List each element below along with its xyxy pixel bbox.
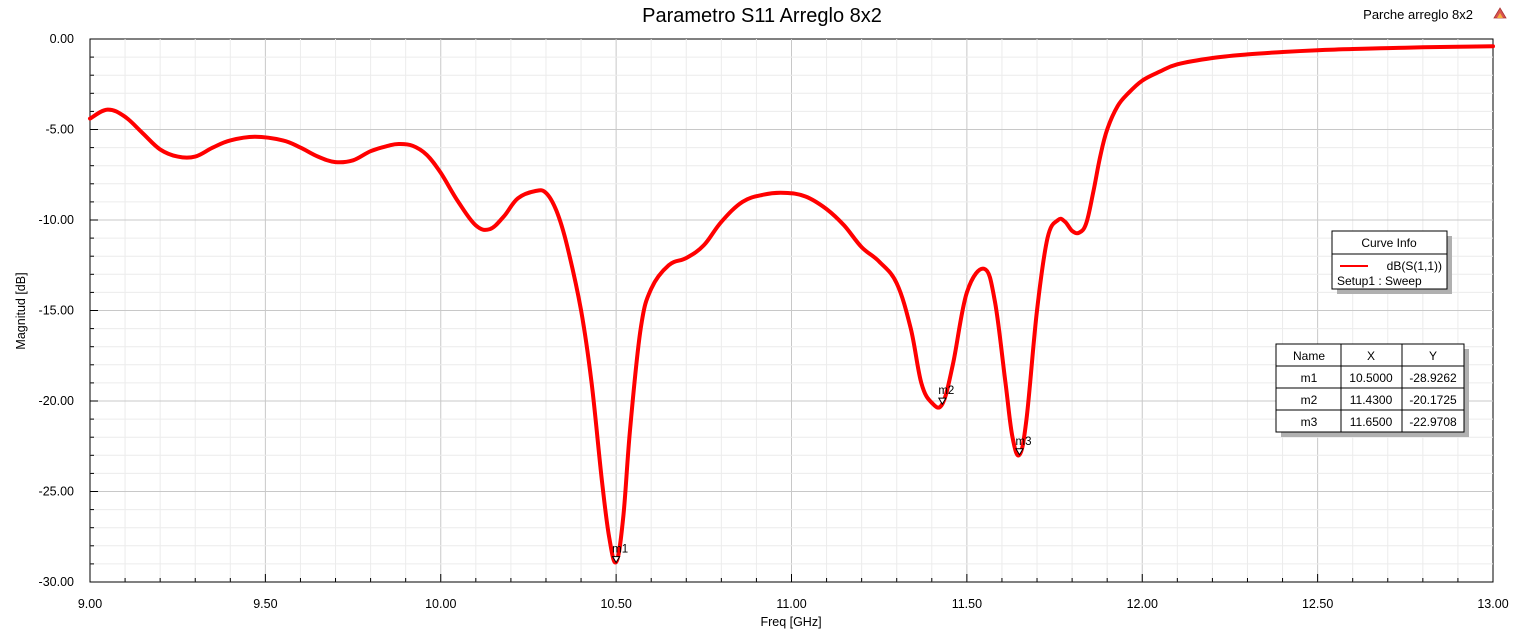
x-tick-label: 11.50 bbox=[952, 597, 982, 611]
marker-point[interactable] bbox=[611, 556, 621, 564]
x-tick-label: 9.50 bbox=[253, 597, 277, 611]
marker-point[interactable] bbox=[937, 397, 947, 406]
report-icon[interactable] bbox=[1493, 7, 1507, 19]
marker-point[interactable] bbox=[1015, 448, 1024, 456]
curve-info-header: Curve Info bbox=[1361, 236, 1417, 250]
table-cell: 10.5000 bbox=[1349, 371, 1393, 385]
table-cell: -22.9708 bbox=[1409, 415, 1457, 429]
markers-layer: m1 m2 m3 bbox=[611, 385, 1031, 564]
x-tick-label: 10.00 bbox=[425, 597, 456, 611]
y-tick-label: -5.00 bbox=[46, 123, 75, 137]
x-axis-label: Freq [GHz] bbox=[760, 615, 821, 629]
x-tick-label: 12.50 bbox=[1302, 597, 1333, 611]
curve-layer bbox=[88, 44, 1495, 565]
marker-label: m1 bbox=[612, 544, 628, 556]
table-cell: -28.9262 bbox=[1409, 371, 1457, 385]
y-tick-label: -10.00 bbox=[39, 213, 74, 227]
table-header-y: Y bbox=[1429, 349, 1437, 363]
x-tick-label: 9.00 bbox=[78, 597, 102, 611]
axis-ticks: 9.00 9.50 10.00 10.50 11.00 11.50 12.00 12.50 13… bbox=[39, 32, 1509, 611]
y-tick-label: -15.00 bbox=[39, 304, 74, 318]
table-cell: m3 bbox=[1301, 415, 1318, 429]
table-header-x: X bbox=[1367, 349, 1375, 363]
y-tick-label: -30.00 bbox=[39, 575, 74, 589]
y-axis-label: Magnitud [dB] bbox=[14, 272, 28, 349]
y-tick-label: -25.00 bbox=[39, 485, 74, 499]
table-cell: 11.4300 bbox=[1350, 393, 1393, 407]
chart-title: Parametro S11 Arreglo 8x2 bbox=[642, 5, 882, 27]
y-tick-label: 0.00 bbox=[50, 32, 74, 46]
marker-label: m3 bbox=[1015, 436, 1031, 448]
x-tick-label: 12.00 bbox=[1127, 597, 1158, 611]
series-line bbox=[88, 44, 1495, 565]
table-cell: m1 bbox=[1301, 371, 1318, 385]
x-tick-label: 10.50 bbox=[600, 597, 631, 611]
report-label: Parche arreglo 8x2 bbox=[1363, 7, 1473, 22]
table-cell: m2 bbox=[1301, 393, 1318, 407]
table-cell: -20.1725 bbox=[1409, 393, 1457, 407]
table-cell: 11.6500 bbox=[1350, 415, 1393, 429]
legend-setup: Setup1 : Sweep bbox=[1337, 274, 1422, 288]
y-tick-label: -20.00 bbox=[39, 394, 74, 408]
curve-info-box[interactable]: Curve Info dB(S(1,1)) Setup1 : Sweep bbox=[1331, 230, 1452, 294]
legend-entry: dB(S(1,1)) bbox=[1387, 259, 1442, 273]
x-tick-label: 13.00 bbox=[1477, 597, 1508, 611]
table-header-name: Name bbox=[1293, 349, 1325, 363]
x-tick-label: 11.00 bbox=[776, 597, 806, 611]
grid bbox=[90, 39, 1493, 582]
marker-label: m2 bbox=[938, 385, 954, 397]
marker-table[interactable]: Name X Y m1 10.5000 -28.9262 m2 11.4300 … bbox=[1275, 343, 1469, 437]
